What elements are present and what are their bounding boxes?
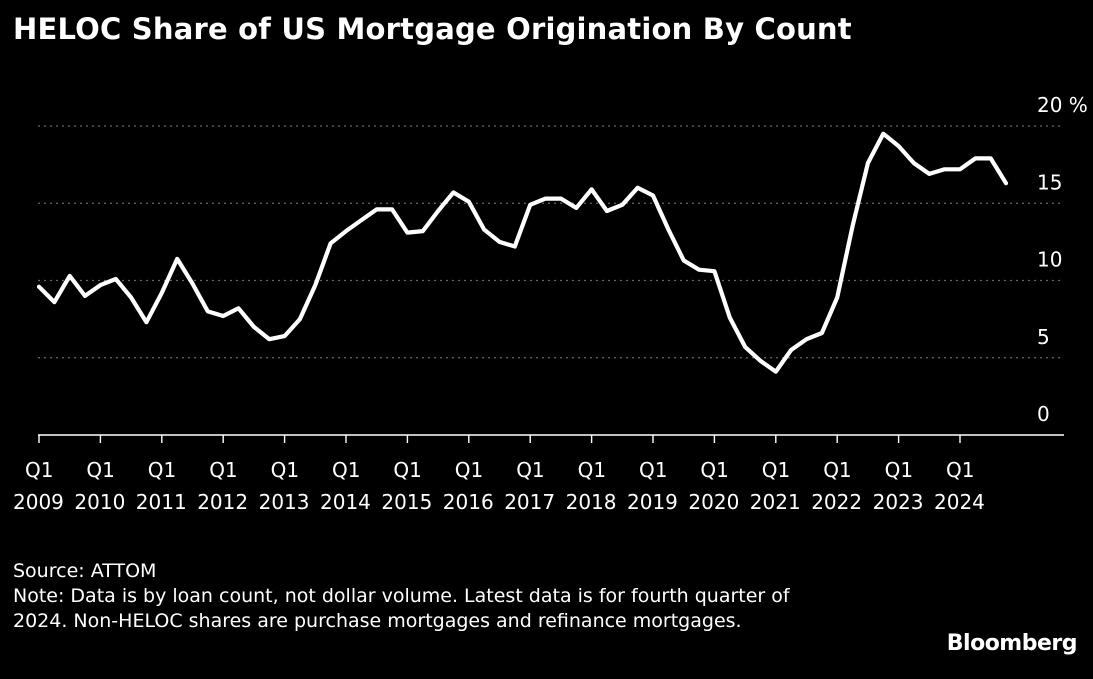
x-tick-quarter-2010: Q1 (86, 458, 114, 482)
x-tick-quarter-2023: Q1 (885, 458, 913, 482)
x-tick-year-2019: 2019 (627, 490, 678, 514)
x-tick-quarter-2019: Q1 (639, 458, 667, 482)
x-tick-year-2024: 2024 (934, 490, 985, 514)
x-tick-quarter-2017: Q1 (516, 458, 544, 482)
y-tick-label-20: 20 % (1037, 93, 1088, 117)
chart-title: HELOC Share of US Mortgage Origination B… (13, 12, 852, 46)
data-note: Note: Data is by loan count, not dollar … (13, 585, 790, 632)
x-tick-quarter-2012: Q1 (209, 458, 237, 482)
x-tick-year-2015: 2015 (381, 490, 432, 514)
y-tick-label-0: 0 (1037, 402, 1050, 426)
x-tick-quarter-2024: Q1 (946, 458, 974, 482)
x-tick-year-2018: 2018 (566, 490, 617, 514)
y-tick-label-15: 15 (1037, 170, 1062, 194)
x-tick-quarter-2022: Q1 (823, 458, 851, 482)
y-tick-label-5: 5 (1037, 325, 1050, 349)
x-tick-quarter-2014: Q1 (332, 458, 360, 482)
bloomberg-logo: Bloomberg (946, 631, 1078, 656)
source-note: Source: ATTOM (13, 560, 157, 582)
x-tick-year-2013: 2013 (259, 490, 310, 514)
x-tick-quarter-2018: Q1 (578, 458, 606, 482)
x-tick-year-2023: 2023 (873, 490, 924, 514)
x-tick-year-2012: 2012 (197, 490, 248, 514)
x-tick-year-2011: 2011 (136, 490, 187, 514)
series (36, 131, 1009, 374)
x-tick-year-2010: 2010 (74, 490, 125, 514)
x-tick-quarter-2020: Q1 (700, 458, 728, 482)
x-tick-year-2009: 2009 (13, 490, 64, 514)
x-tick-quarter-2009: Q1 (25, 458, 53, 482)
x-tick-quarter-2015: Q1 (393, 458, 421, 482)
x-axis: Q1 2009 Q1 2010 Q1 2011 Q1 2012 Q1 2013 Q1 2014 Q1 20… (13, 434, 1064, 514)
x-tick-quarter-2021: Q1 (762, 458, 790, 482)
x-tick-year-2017: 2017 (504, 490, 555, 514)
x-tick-quarter-2016: Q1 (455, 458, 483, 482)
chart-footer: Source: ATTOM Note: Data is by loan coun… (13, 559, 833, 634)
x-tick-year-2020: 2020 (688, 490, 739, 514)
x-tick-year-2022: 2022 (811, 490, 862, 514)
x-tick-year-2021: 2021 (750, 490, 801, 514)
x-tick-year-2014: 2014 (320, 490, 371, 514)
x-tick-year-2016: 2016 (443, 490, 494, 514)
y-axis-tick-labels: 0 5 10 15 20 % (1037, 93, 1088, 426)
x-tick-quarter-2013: Q1 (271, 458, 299, 482)
heloc-share-line (36, 131, 1009, 374)
x-tick-quarter-2011: Q1 (148, 458, 176, 482)
y-tick-label-10: 10 (1037, 248, 1062, 272)
